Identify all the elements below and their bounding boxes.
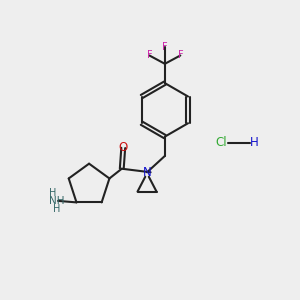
Text: H: H	[53, 204, 60, 214]
Text: F: F	[178, 50, 183, 61]
Text: NH: NH	[49, 196, 64, 206]
Text: F: F	[147, 50, 152, 61]
Text: O: O	[118, 141, 128, 154]
Text: H: H	[49, 188, 56, 199]
Text: Cl: Cl	[215, 136, 227, 149]
Text: F: F	[162, 43, 168, 52]
Text: N: N	[143, 166, 152, 179]
Text: H: H	[250, 136, 258, 149]
